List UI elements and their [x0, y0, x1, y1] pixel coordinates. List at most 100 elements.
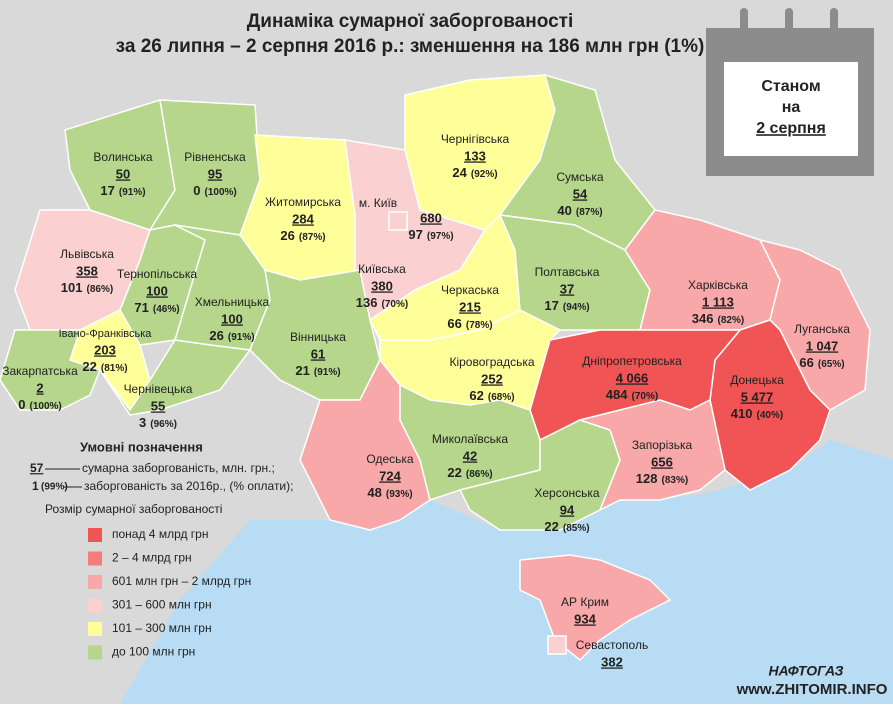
region-total: 358: [76, 263, 98, 278]
paid-share: (65%): [818, 359, 845, 370]
paid-share: (82%): [718, 315, 745, 326]
region-name: Одеська: [366, 452, 414, 466]
legend-example-text: заборгованість за 2016р., (% оплати);: [84, 479, 293, 493]
region-total: 133: [464, 148, 486, 163]
current-value: 484: [606, 387, 628, 402]
region-name: Дніпропетровська: [582, 354, 682, 368]
site: www.ZHITOMIR.INFO: [736, 681, 888, 698]
calendar-text: на: [782, 99, 801, 116]
current-value: 24: [452, 165, 467, 180]
calendar-text: Станом: [761, 78, 820, 95]
legend-label: 2 – 4 млрд грн: [112, 551, 192, 565]
paid-share: (78%): [466, 320, 493, 331]
region-total: 54: [573, 186, 588, 201]
region-total: 203: [94, 342, 116, 357]
legend-label: 601 млн грн – 2 млрд грн: [112, 574, 251, 588]
region-total: 61: [311, 346, 325, 361]
region-current: 346 (82%): [692, 311, 744, 326]
region: [519, 554, 672, 662]
region-total: 50: [116, 166, 130, 181]
region-total: 1 047: [806, 338, 839, 353]
region-total: 95: [208, 166, 222, 181]
region-total: 380: [371, 278, 393, 293]
paid-share: (40%): [757, 410, 784, 421]
title: за 26 липня – 2 серпня 2016 р.: зменшенн…: [116, 36, 705, 57]
region-current: 26 (91%): [209, 328, 254, 343]
region-current: 17 (91%): [100, 183, 145, 198]
region-name: АР Крим: [561, 595, 609, 609]
region-name: Закарпатська: [2, 364, 78, 378]
paid-share: (100%): [29, 401, 61, 412]
legend-example: 57: [30, 461, 44, 475]
current-value: 97: [408, 227, 422, 242]
region-current: 22 (85%): [544, 519, 589, 534]
region-current: 410 (40%): [731, 406, 783, 421]
region-total: 724: [379, 468, 401, 483]
region-total: 100: [146, 283, 168, 298]
legend-example: (99%): [41, 482, 68, 493]
calendar-page: [724, 62, 858, 156]
region-name: Чернігівська: [441, 132, 510, 146]
paid-share: (97%): [427, 231, 454, 242]
logo: НАФТОГАЗ: [768, 663, 843, 679]
paid-share: (81%): [101, 363, 128, 374]
region-name: Хмельницька: [195, 295, 270, 309]
region: [547, 635, 567, 655]
legend: Умовні позначення 57 сумарна заборговані…: [30, 439, 293, 660]
current-value: 17: [100, 183, 114, 198]
region-current: 128 (83%): [636, 471, 688, 486]
region-name: Харківська: [688, 278, 748, 292]
region-name: Волинська: [93, 150, 153, 164]
paid-share: (91%): [314, 367, 341, 378]
legend-label: 301 – 600 млн грн: [112, 598, 212, 612]
legend-title: Умовні позначення: [80, 439, 203, 454]
region-total: 100: [221, 311, 243, 326]
region-current: 22 (86%): [447, 465, 492, 480]
region-current: 101 (86%): [61, 280, 113, 295]
paid-share: (86%): [466, 469, 493, 480]
legend-swatch: [88, 575, 102, 589]
region-total: 1 113: [702, 294, 734, 309]
region-name: м. Київ: [359, 196, 397, 210]
region-name: Тернопільська: [117, 267, 197, 281]
region-name: Севастополь: [576, 638, 648, 652]
current-value: 48: [367, 485, 381, 500]
region-total: 934: [574, 611, 596, 626]
title: Динаміка сумарної заборгованості: [247, 11, 573, 32]
current-value: 26: [209, 328, 223, 343]
region-current: 97 (97%): [408, 227, 453, 242]
legend-label: до 100 млн грн: [112, 645, 195, 659]
paid-share: (70%): [632, 391, 659, 402]
region-total: 284: [292, 211, 314, 226]
legend-scale-title: Розмір сумарної заборгованості: [45, 502, 222, 516]
region-name: Сумська: [556, 170, 604, 184]
legend-swatch: [88, 622, 102, 636]
legend-label: понад 4 млрд грн: [112, 527, 208, 541]
region-total: 680: [420, 210, 442, 225]
current-value: 26: [280, 228, 294, 243]
region-current: 22 (81%): [82, 359, 127, 374]
legend-swatch: [88, 645, 102, 660]
region-current: 3 (96%): [139, 415, 177, 430]
current-value: 3: [139, 415, 146, 430]
calendar-ring: [830, 8, 838, 38]
region-name: Чернівецька: [124, 382, 193, 396]
region-current: 66 (65%): [799, 355, 844, 370]
region-name: Донецька: [730, 373, 784, 387]
current-value: 136: [356, 295, 378, 310]
current-value: 17: [544, 298, 558, 313]
paid-share: (85%): [563, 523, 590, 534]
region: [99, 339, 252, 416]
current-value: 71: [134, 300, 148, 315]
legend-swatch: [88, 598, 102, 613]
region-current: 26 (87%): [280, 228, 325, 243]
paid-share: (87%): [576, 207, 603, 218]
calendar: Станом на 2 серпня: [706, 8, 874, 176]
current-value: 101: [61, 280, 83, 295]
paid-share: (96%): [150, 419, 177, 430]
region-name: Херсонська: [534, 486, 600, 500]
region-name: Івано-Франківська: [59, 328, 153, 340]
region-name: Вінницька: [290, 330, 346, 344]
current-value: 21: [295, 363, 309, 378]
region-current: 136 (70%): [356, 295, 408, 310]
